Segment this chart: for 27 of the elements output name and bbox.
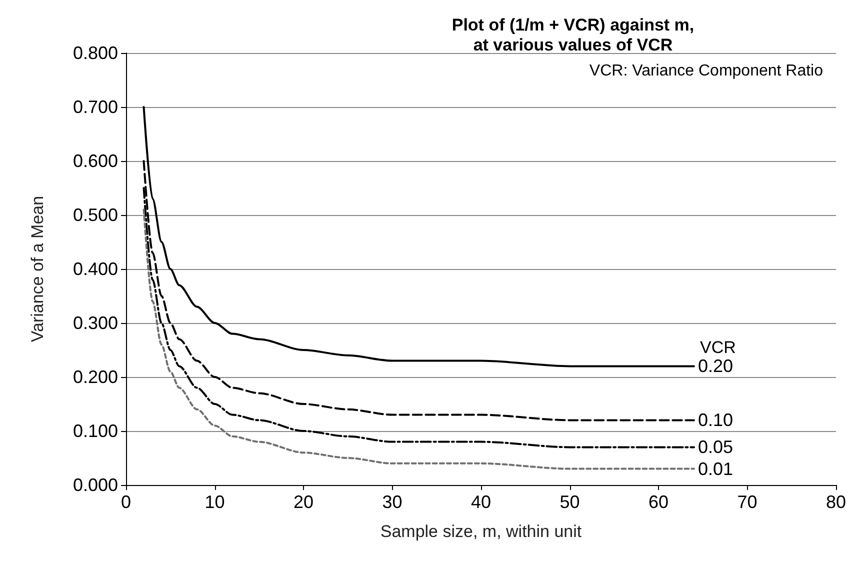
x-tick-label: 50 (560, 492, 580, 512)
y-axis-title: Variance of a Mean (28, 196, 47, 342)
annotation: VCR (700, 338, 736, 358)
x-tick-label: 10 (204, 492, 225, 512)
x-tick-label: 70 (737, 492, 758, 512)
series-label: 0.01 (698, 458, 734, 479)
series-label: 0.20 (698, 356, 734, 376)
y-tick-label: 0.600 (72, 151, 118, 171)
annotation: VCR: Variance Component Ratio (589, 62, 824, 80)
y-tick-label: 0.500 (72, 205, 118, 225)
y-tick-label: 0.400 (72, 259, 118, 279)
x-axis-title: Sample size, m, within unit (380, 522, 582, 541)
y-tick-label: 0.700 (72, 97, 118, 117)
y-tick-label: 0.100 (72, 421, 118, 441)
series-label: 0.05 (698, 437, 734, 458)
y-tick-label: 0.200 (72, 367, 118, 387)
x-tick-label: 80 (826, 492, 846, 512)
y-tick-label: 0.300 (72, 313, 118, 333)
chart-title: Plot of (1/m + VCR) against m, at various values of VCR (452, 16, 694, 54)
y-tick-label: 0.800 (72, 43, 118, 63)
x-tick-label: 20 (293, 492, 314, 512)
x-tick-label: 0 (120, 492, 132, 512)
x-tick-label: 40 (470, 492, 492, 512)
series-label: 0.10 (698, 410, 734, 430)
y-tick-label: 0.000 (72, 475, 118, 495)
x-tick-label: 30 (382, 492, 402, 512)
x-tick-label: 60 (648, 492, 669, 512)
